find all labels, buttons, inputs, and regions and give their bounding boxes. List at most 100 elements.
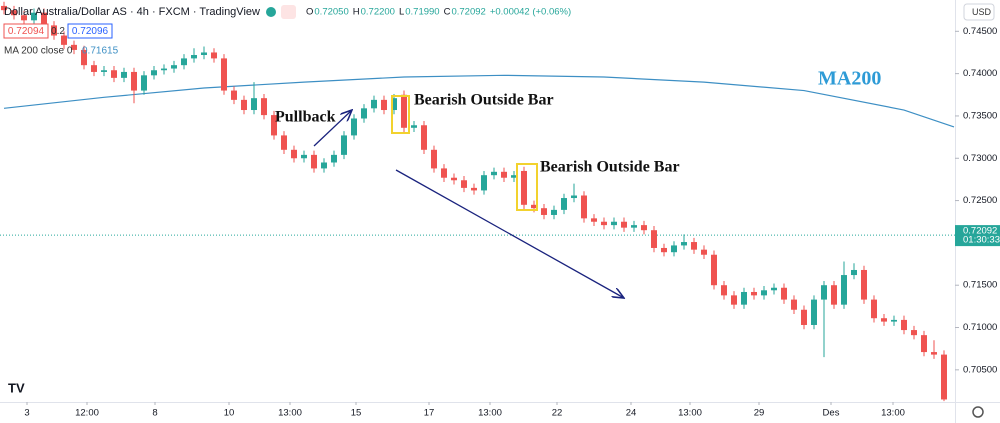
candle-body	[281, 135, 287, 150]
candle-body	[741, 291, 747, 305]
y-tick-label: 0.72500	[963, 195, 997, 206]
candle-body	[11, 10, 17, 16]
x-tick-label: Des	[823, 408, 840, 419]
candle-body	[121, 71, 127, 78]
candle-body	[641, 225, 647, 231]
ohlc-legend: O 0.72050 H 0.72200 L 0.71990 C 0.72092 +0.00042…	[306, 7, 571, 18]
spread: 0.2	[51, 26, 65, 37]
candle-body	[21, 15, 27, 21]
candle-body	[601, 221, 607, 226]
candle-body	[41, 12, 47, 26]
candle-body	[511, 175, 517, 178]
candle-body	[841, 275, 847, 305]
x-tick-label: 24	[626, 408, 637, 419]
candle-body	[501, 171, 507, 178]
candle-body	[311, 154, 317, 169]
ohlc-value: 0.72200	[361, 7, 395, 18]
candle-body	[701, 249, 707, 255]
candle-body	[651, 230, 657, 248]
candle-body	[911, 330, 917, 336]
currency: USD	[972, 7, 992, 17]
candle-body	[821, 285, 827, 300]
candle-body	[221, 58, 227, 91]
candle-body	[91, 65, 97, 72]
candle-body	[491, 171, 497, 176]
candle-body	[361, 108, 367, 119]
indicator-name: MA 200 close 0	[4, 46, 73, 57]
candle-body	[51, 25, 57, 36]
candle-body	[791, 299, 797, 310]
ma-line	[3, 74, 955, 128]
price-tag-countdown: 01:30:33	[963, 235, 1000, 246]
candle-body	[171, 65, 177, 69]
candle-body	[71, 44, 77, 50]
settings-button[interactable]	[972, 406, 984, 418]
candle-body	[201, 52, 207, 56]
highlight-box	[516, 163, 538, 211]
candle-body	[161, 68, 167, 71]
candle-body	[751, 291, 757, 296]
candle-body	[421, 125, 427, 150]
ask: 0.72096	[72, 26, 109, 37]
bid: 0.72094	[8, 26, 45, 37]
x-tick-label: 22	[552, 408, 563, 419]
ohlc-value: 0.72092	[451, 7, 485, 18]
candle-body	[581, 195, 587, 219]
candle-body	[111, 70, 117, 78]
candle-body	[661, 247, 667, 253]
x-tick-label: 15	[351, 408, 362, 419]
price-tag-value: 0.72092	[963, 226, 997, 237]
y-tick-label: 0.71000	[963, 322, 997, 333]
candle-body	[321, 162, 327, 169]
ohlc-label: C	[444, 7, 451, 18]
candle-body	[721, 285, 727, 296]
candle-body	[231, 90, 237, 100]
currency-button[interactable]	[963, 3, 995, 21]
candle-body	[931, 352, 937, 355]
candle-body	[671, 245, 677, 253]
candle-body	[551, 209, 557, 215]
candle-body	[921, 335, 927, 353]
candle-body	[191, 55, 197, 59]
candle-body	[781, 287, 787, 300]
candle-body	[441, 168, 447, 178]
logo: TV	[8, 380, 25, 395]
x-tick-label: 12:00	[75, 408, 99, 419]
candle-body	[591, 218, 597, 222]
candle-body	[891, 319, 897, 322]
candle-body	[351, 118, 357, 136]
ohlc-value: 0.72050	[314, 7, 348, 18]
x-tick-label: 13:00	[278, 408, 302, 419]
candle-body	[211, 52, 217, 59]
ohlc-label: O	[306, 7, 313, 18]
y-tick-label: 0.73500	[963, 110, 997, 121]
candle-body	[611, 221, 617, 226]
x-tick-label: 29	[754, 408, 765, 419]
candle-body	[81, 49, 87, 66]
candle-body	[831, 285, 837, 305]
candle-body	[151, 70, 157, 76]
candle-body	[541, 208, 547, 215]
candle-body	[451, 177, 457, 181]
annotation: Bearish Outside Bar	[414, 92, 554, 109]
x-tick-label: 3	[24, 408, 29, 419]
candle-body	[141, 75, 147, 91]
candle-body	[851, 269, 857, 276]
x-tick-label: 8	[152, 408, 157, 419]
y-tick-label: 0.71500	[963, 280, 997, 291]
candle-body	[471, 187, 477, 191]
candle-body	[631, 225, 637, 228]
y-tick-label: 0.70500	[963, 364, 997, 375]
x-tick-label: 17	[424, 408, 435, 419]
candle-body	[761, 290, 767, 296]
candle-body	[401, 94, 407, 128]
candle-body	[771, 287, 777, 291]
x-tick-label: 13:00	[678, 408, 702, 419]
arrow	[313, 110, 352, 147]
highlight-box	[391, 95, 410, 134]
candle-body	[61, 35, 67, 45]
candle-body	[101, 70, 107, 72]
candle-body	[811, 299, 817, 325]
candle-body	[331, 154, 337, 163]
